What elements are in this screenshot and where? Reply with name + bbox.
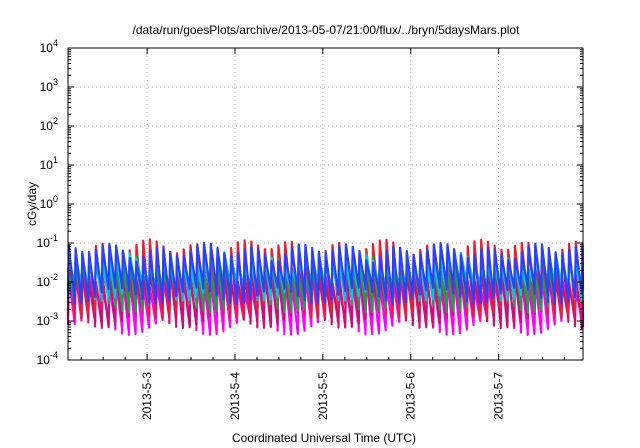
y-tick-label: 10-1	[37, 233, 58, 250]
x-tick-label: 2013-5-5	[316, 372, 330, 420]
y-tick-label: 101	[40, 155, 58, 172]
y-tick-label: 102	[40, 116, 58, 133]
y-tick-label: 10-2	[37, 272, 58, 289]
chart-title: /data/run/goesPlots/archive/2013-05-07/2…	[133, 23, 521, 37]
x-tick-label: 2013-5-7	[492, 372, 506, 420]
y-tick-label: 10-4	[37, 350, 58, 367]
series-line-6	[66, 241, 585, 305]
y-tick-label: 104	[40, 38, 58, 55]
y-tick-label: 10-3	[37, 311, 58, 328]
x-axis: 2013-5-3 2013-5-4 2013-5-5 2013-5-6 2013-5-7	[80, 48, 566, 420]
x-tick-label: 2013-5-6	[404, 372, 418, 420]
x-tick-label: 2013-5-4	[228, 372, 242, 420]
y-axis: 10-4 10-3 10-2 10-1 100 101 102 103 104	[37, 38, 583, 367]
data-traces	[66, 238, 585, 336]
y-tick-label: 103	[40, 77, 58, 94]
x-axis-label: Coordinated Universal Time (UTC)	[232, 431, 416, 445]
y-axis-label: cGy/day	[25, 182, 39, 226]
y-tick-label: 100	[40, 194, 58, 211]
series-line-3	[66, 238, 585, 319]
x-tick-label: 2013-5-3	[140, 372, 154, 420]
